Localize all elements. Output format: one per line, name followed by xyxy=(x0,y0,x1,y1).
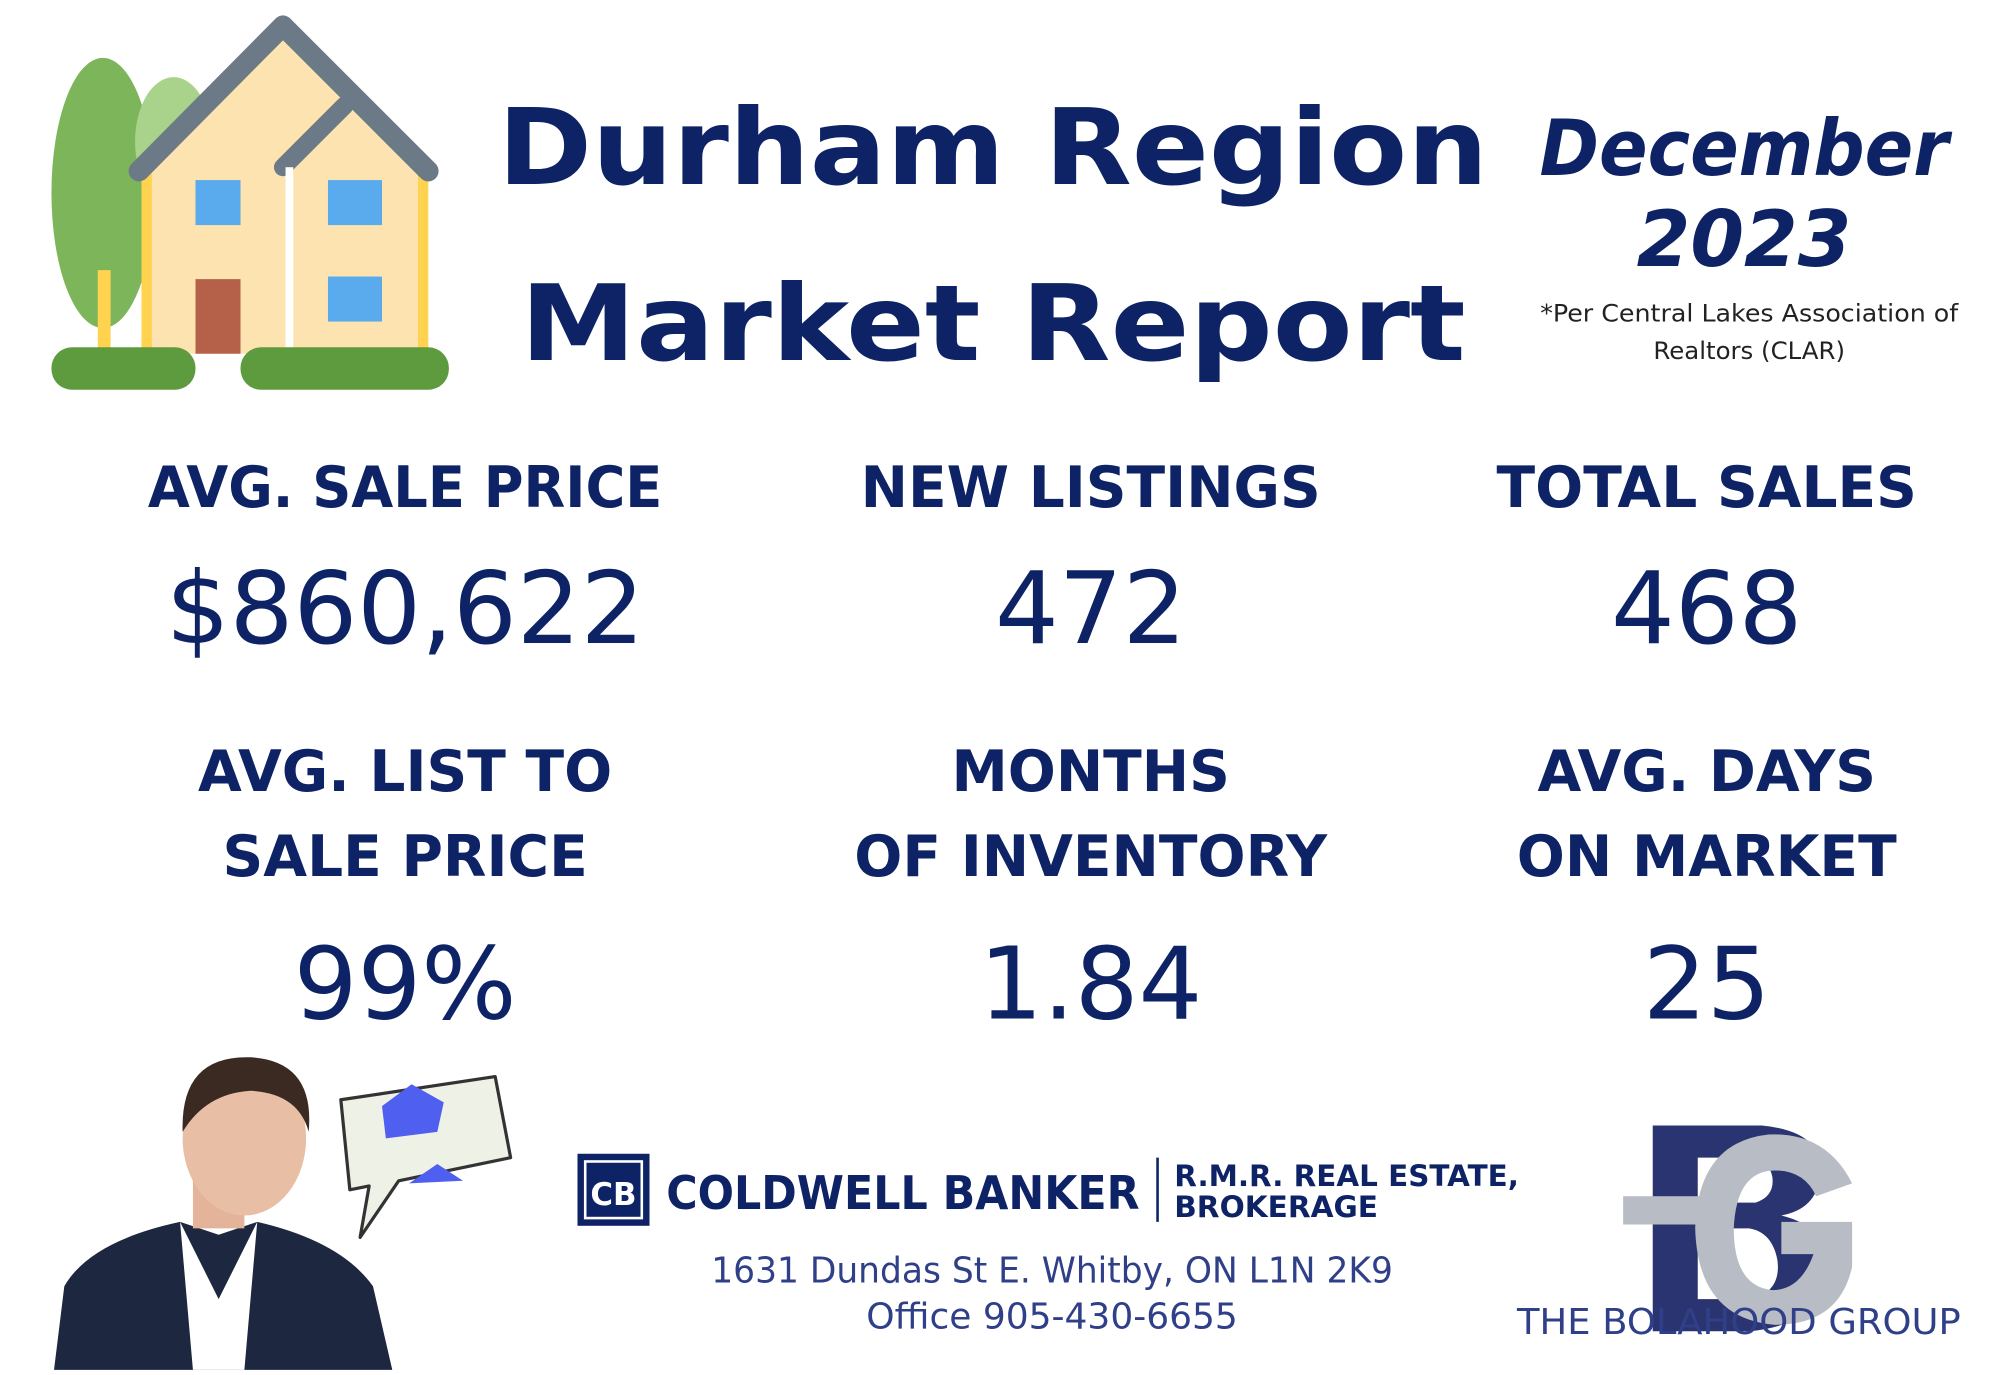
stat-value: 468 xyxy=(1611,550,1802,667)
stat-label: SALE PRICE xyxy=(223,824,588,890)
date-year: 2023 xyxy=(1637,195,1852,285)
stat-label: MONTHS xyxy=(951,739,1229,805)
brokerage-sub: R.M.R. REAL ESTATE, xyxy=(1174,1159,1519,1193)
group-name: THE BOLAHOOD GROUP xyxy=(1516,1302,1961,1343)
group-logo xyxy=(1623,1125,1853,1332)
brokerage-name: COLDWELL BANKER xyxy=(666,1166,1139,1220)
brokerage-logo: CB xyxy=(577,1153,1159,1226)
stat-value: 99% xyxy=(294,926,517,1043)
stat-label: AVG. SALE PRICE xyxy=(148,455,662,521)
title-line: Market Report xyxy=(520,262,1465,385)
logo-mark: CB xyxy=(590,1177,636,1213)
title-line: Durham Region xyxy=(498,86,1488,209)
stat-value: 25 xyxy=(1643,926,1771,1043)
stat-label: ON MARKET xyxy=(1517,824,1897,890)
date-month: December xyxy=(1540,104,1954,194)
address: 1631 Dundas St E. Whitby, ON L1N 2K9 xyxy=(711,1250,1393,1291)
source-note: *Per Central Lakes Association of xyxy=(1540,299,1959,328)
stat-label: AVG. DAYS xyxy=(1538,739,1876,805)
phone: Office 905-430-6655 xyxy=(866,1297,1238,1338)
stat-label: AVG. LIST TO xyxy=(198,739,612,805)
stat-value: 472 xyxy=(995,550,1186,667)
stat-label: OF INVENTORY xyxy=(854,824,1328,890)
house-illustration xyxy=(51,15,449,390)
stat-value: $860,622 xyxy=(166,550,645,667)
agent-photo xyxy=(54,1057,513,1370)
stat-label: TOTAL SALES xyxy=(1497,455,1917,521)
stats-grid: AVG. SALE PRICE $860,622 NEW LISTINGS 472 TO… xyxy=(148,455,1917,1043)
stat-value: 1.84 xyxy=(979,926,1202,1043)
stat-label: NEW LISTINGS xyxy=(861,455,1321,521)
source-note: Realtors (CLAR) xyxy=(1653,336,1845,365)
brokerage-sub: BROKERAGE xyxy=(1174,1190,1378,1224)
